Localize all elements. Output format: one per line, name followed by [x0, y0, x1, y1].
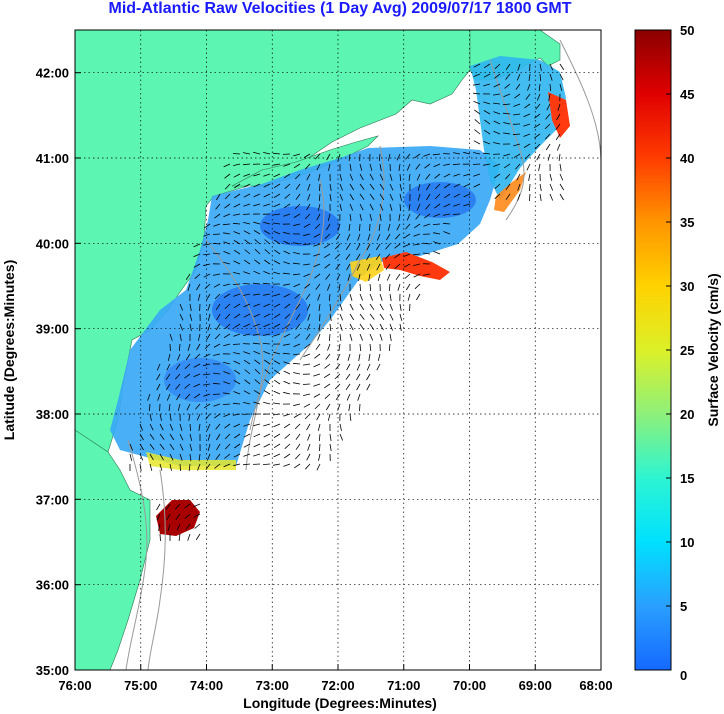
colorbar-tick-label: 5	[680, 599, 687, 614]
colorbar-tick-labels: 0 5 10 15 20 25 30 35 40 45 50	[680, 23, 694, 683]
velocity-arrow	[443, 154, 450, 155]
x-tick-label: 69:00	[519, 678, 552, 693]
x-tick-label: 75:00	[124, 678, 157, 693]
y-tick-label: 36:00	[36, 578, 69, 593]
y-tick-label: 38:00	[36, 407, 69, 422]
velocity-arrow	[233, 284, 240, 285]
x-tick-label: 74:00	[190, 678, 223, 693]
velocity-arrow	[410, 304, 411, 311]
velocity-arrow	[243, 284, 250, 285]
colorbar-tick-label: 50	[680, 23, 694, 38]
colorbar-tick-label: 10	[680, 535, 694, 550]
y-tick-label: 39:00	[36, 322, 69, 337]
colorbar-tick-label: 15	[680, 471, 694, 486]
x-tick-label: 76:00	[58, 678, 91, 693]
low-velocity-core	[164, 358, 236, 402]
y-tick-label: 41:00	[36, 151, 69, 166]
velocity-arrow	[303, 244, 310, 245]
x-tick-label: 71:00	[387, 678, 420, 693]
velocity-arrow	[530, 184, 531, 191]
velocity-arrow	[233, 154, 240, 155]
y-tick-label: 42:00	[36, 66, 69, 81]
colorbar	[635, 30, 671, 670]
colorbar-tick-label: 35	[680, 215, 694, 230]
colorbar-tick-label: 30	[680, 279, 694, 294]
y-tick-label: 37:00	[36, 492, 69, 507]
y-tick-labels: 35:00 36:00 37:00 38:00 39:00 40:00 41:0…	[36, 66, 69, 678]
y-tick-label: 35:00	[36, 663, 69, 678]
x-tick-label: 72:00	[321, 678, 354, 693]
colorbar-tick-label: 0	[680, 668, 687, 683]
low-velocity-core	[404, 182, 476, 218]
velocity-arrow	[473, 164, 480, 165]
y-axis-label: Latitude (Degrees:Minutes)	[1, 260, 17, 440]
velocity-arrow	[233, 344, 240, 345]
x-tick-label: 68:00	[579, 678, 612, 693]
colorbar-tick-label: 45	[680, 87, 694, 102]
colorbar-tick-label: 20	[680, 407, 694, 422]
colorbar-label: Surface Velocity (cm/s)	[705, 273, 721, 426]
velocity-arrow	[360, 224, 361, 231]
x-tick-labels: 76:00 75:00 74:00 73:00 72:00 71:00 70:0…	[58, 678, 612, 693]
velocity-arrow	[360, 404, 361, 411]
low-velocity-core	[260, 206, 340, 246]
velocity-arrow	[213, 234, 220, 235]
velocity-arrow	[303, 384, 310, 385]
velocity-arrow	[320, 314, 321, 321]
low-velocity-core	[212, 284, 308, 336]
colorbar-tick-label: 25	[680, 343, 694, 358]
x-axis-label: Longitude (Degrees:Minutes)	[243, 695, 437, 711]
y-tick-label: 40:00	[36, 236, 69, 251]
velocity-arrow	[243, 214, 250, 215]
velocity-arrow	[213, 394, 220, 395]
x-tick-label: 73:00	[256, 678, 289, 693]
velocity-arrow	[160, 534, 161, 541]
velocity-arrow	[453, 214, 460, 215]
colorbar-tick-label: 40	[680, 151, 694, 166]
x-tick-label: 70:00	[453, 678, 486, 693]
velocity-arrow	[263, 164, 270, 165]
